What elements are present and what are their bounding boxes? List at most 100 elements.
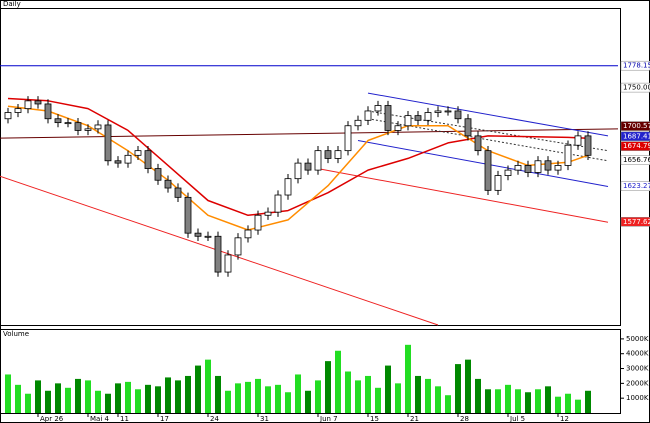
volume-bar (255, 378, 261, 413)
volume-bar (525, 392, 531, 413)
volume-bar (205, 359, 211, 413)
x-tick-label: 17 (160, 415, 169, 423)
price-tag (620, 155, 650, 165)
volume-bar (125, 381, 131, 413)
volume-bar (545, 386, 551, 413)
candle-body (334, 150, 342, 159)
x-tick-label: Apr 26 (40, 415, 64, 423)
candle-body (554, 165, 562, 171)
volume-bar (365, 375, 371, 413)
candle-body (234, 237, 242, 256)
volume-bar (565, 393, 571, 413)
volume-bar (65, 387, 71, 413)
volume-panel (0, 329, 621, 414)
volume-bar (105, 393, 111, 413)
volume-bar (175, 380, 181, 413)
volume-bar (355, 380, 361, 413)
price-label: 1623.27 (623, 182, 650, 190)
candle-body (64, 122, 72, 125)
candle-body (304, 162, 312, 171)
volume-bar (5, 374, 11, 413)
candle-body (214, 235, 222, 273)
candle-body (404, 115, 412, 127)
candle-body (364, 110, 372, 121)
volume-bar (375, 387, 381, 413)
candle-body (24, 100, 32, 110)
candle-body (474, 135, 482, 152)
volume-bar (115, 383, 121, 413)
trend-line (357, 140, 609, 187)
volume-bar (495, 389, 501, 413)
volume-bar (305, 390, 311, 413)
candle-body (54, 118, 62, 124)
candle-body (104, 124, 112, 162)
candle-body (144, 150, 152, 169)
volume-bar (535, 389, 541, 413)
candle-body (244, 229, 252, 239)
candle-body (424, 112, 432, 121)
y-tick-label: 4000K (626, 350, 649, 358)
candle-body (254, 214, 262, 231)
price-label: 1778.1500 (623, 62, 650, 70)
volume-bar (515, 389, 521, 413)
volume-bar (145, 384, 151, 413)
price-tag (620, 217, 650, 227)
candle-body (324, 150, 332, 159)
volume-bar (395, 383, 401, 413)
volume-bar (165, 377, 171, 413)
y-tick-label: 1000K (626, 394, 649, 402)
candle-body (314, 150, 322, 171)
price-label: 1577.62 (623, 218, 650, 226)
candle-body (274, 194, 282, 213)
candle-body (14, 108, 22, 113)
volume-bar (45, 390, 51, 413)
candle-body (284, 178, 292, 196)
candle-body (514, 165, 522, 171)
trend-line (317, 168, 609, 223)
price-tag (620, 60, 650, 71)
candle-body (394, 125, 402, 131)
x-tick-label: Mai 4 (90, 415, 109, 423)
volume-bar (485, 389, 491, 413)
volume-bar (585, 390, 591, 413)
candle-body (454, 110, 462, 120)
volume-bar (405, 344, 411, 413)
volume-bar (425, 378, 431, 413)
candle-body (534, 160, 542, 173)
volume-bar (195, 365, 201, 413)
volume-bar (15, 384, 21, 413)
volume-bar (135, 389, 141, 413)
candle-body (34, 100, 42, 105)
candle-body (114, 160, 122, 164)
candle-body (94, 124, 102, 130)
candle-body (224, 254, 232, 273)
candle-body (544, 160, 552, 171)
candle-body (174, 187, 182, 198)
price-tag (620, 82, 650, 93)
candle-body (434, 110, 442, 113)
x-tick-label: 24 (210, 415, 219, 423)
candle-body (194, 232, 202, 237)
candle-body (74, 122, 82, 131)
candle-body (134, 150, 142, 156)
candle-body (44, 103, 52, 120)
volume-bar (245, 381, 251, 413)
candle-body (264, 211, 272, 216)
price-tag (620, 121, 650, 131)
volume-bar (35, 380, 41, 413)
volume-bar (465, 359, 471, 413)
volume-bar (55, 383, 61, 413)
x-tick-label: 15 (370, 415, 379, 423)
price-label: 1750.00 (623, 84, 650, 92)
price-label: 1674.79 (623, 142, 650, 150)
volume-bar (285, 392, 291, 413)
candle-body (374, 105, 382, 112)
panel-title: Daily (3, 0, 21, 8)
volume-bar (385, 365, 391, 413)
candle-body (464, 118, 472, 137)
volume-bar (25, 393, 31, 413)
volume-bar (185, 375, 191, 413)
volume-bar (235, 383, 241, 413)
candle-body (154, 168, 162, 181)
